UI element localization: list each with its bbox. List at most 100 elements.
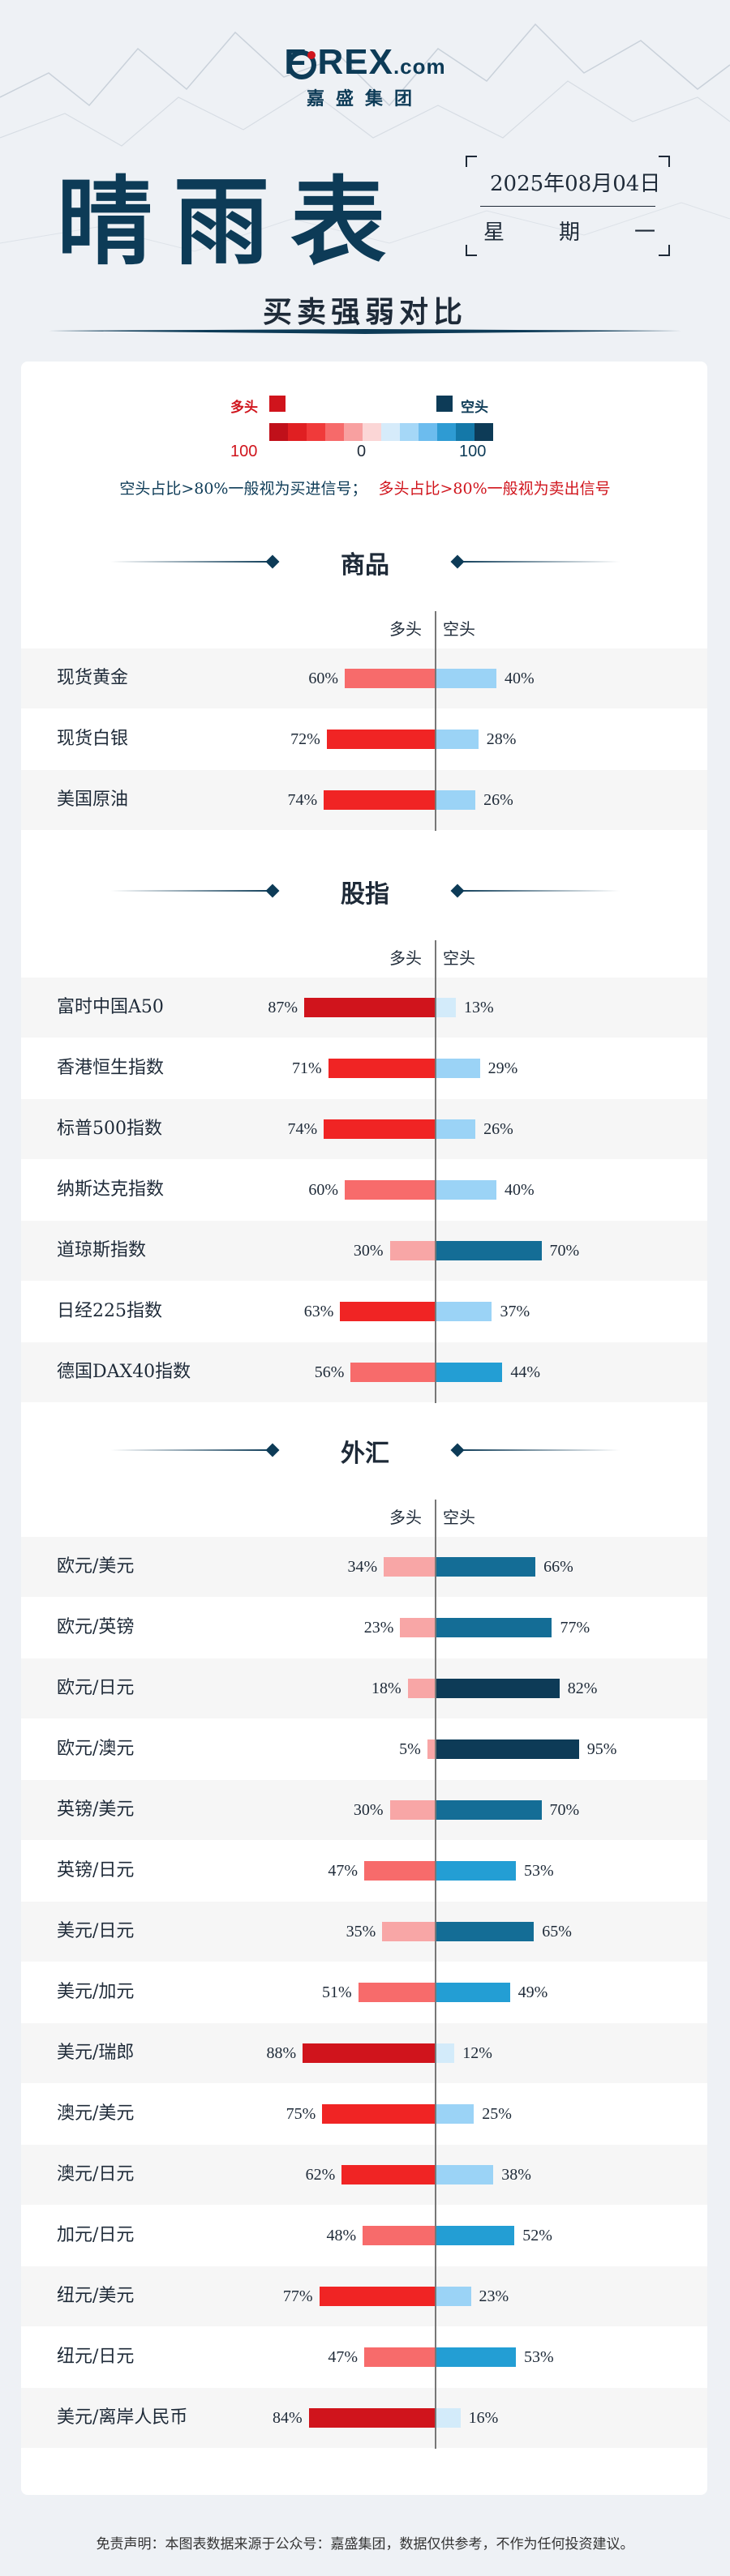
logo-wordmark: F REX.com <box>0 42 730 83</box>
short-bar <box>436 2408 461 2428</box>
instrument-name: 英镑/美元 <box>57 1799 135 1820</box>
weekday-char: 期 <box>558 220 580 245</box>
long-bar <box>340 1302 435 1321</box>
table-row: 美国原油 74% 26% <box>21 770 707 830</box>
instrument-name: 现货白银 <box>57 728 129 749</box>
long-bar <box>326 730 435 749</box>
long-bar <box>384 1557 435 1577</box>
short-percent: 77% <box>560 1618 590 1637</box>
table-row: 欧元/日元 18% 82% <box>21 1658 707 1718</box>
instrument-name: 现货黄金 <box>57 667 129 688</box>
weekday-char: 星 <box>483 220 505 245</box>
content-card <box>21 362 707 2495</box>
long-bar <box>345 669 435 688</box>
short-percent: 29% <box>487 1059 518 1077</box>
instrument-name: 英镑/日元 <box>57 1859 135 1881</box>
table-row: 英镑/日元 47% 53% <box>21 1841 707 1901</box>
long-percent: 74% <box>287 1119 318 1138</box>
scale-swatch <box>307 423 325 441</box>
table-row: 富时中国A50 87% 13% <box>21 978 707 1038</box>
short-percent: 38% <box>501 2165 531 2184</box>
table-row: 加元/日元 48% 52% <box>21 2206 707 2266</box>
short-percent: 44% <box>510 1363 541 1381</box>
long-percent: 18% <box>371 1679 402 1697</box>
column-header-short: 空头 <box>443 619 475 639</box>
center-axis <box>435 1500 436 2449</box>
long-percent: 60% <box>308 1180 338 1199</box>
table-row: 日经225指数 63% 37% <box>21 1282 707 1341</box>
instrument-name: 欧元/美元 <box>57 1555 135 1577</box>
table-row: 现货白银 72% 28% <box>21 709 707 769</box>
date-box: 2025年08月04日 星 期 一 <box>466 156 670 256</box>
table-row: 欧元/英镑 23% 77% <box>21 1598 707 1658</box>
section-divider-line <box>457 890 620 892</box>
section-divider-line <box>110 890 273 892</box>
short-percent: 52% <box>522 2226 552 2244</box>
long-percent: 62% <box>305 2165 336 2184</box>
long-percent: 75% <box>286 2104 316 2123</box>
section-divider-line <box>457 1449 620 1451</box>
table-row: 标普500指数 74% 26% <box>21 1099 707 1159</box>
subtitle-banner: 买卖强弱对比 <box>0 279 730 344</box>
logo-suffix: .com <box>393 54 446 79</box>
weekday-char: 一 <box>633 220 655 245</box>
scale-mid-number: 0 <box>357 443 367 460</box>
scale-left-number: 100 <box>230 443 258 460</box>
instrument-name: 欧元/澳元 <box>57 1738 135 1759</box>
table-row: 澳元/日元 62% 38% <box>21 2145 707 2205</box>
long-percent: 88% <box>266 2043 297 2062</box>
scale-swatch <box>381 423 400 441</box>
long-bar <box>304 998 435 1017</box>
legend-short-swatch <box>436 396 453 412</box>
short-percent: 37% <box>500 1302 530 1320</box>
short-percent: 53% <box>524 2347 554 2366</box>
instrument-name: 香港恒生指数 <box>57 1057 165 1078</box>
background-chart-lines <box>0 23 730 252</box>
scale-swatch <box>344 423 363 441</box>
section-divider-line <box>110 1449 273 1451</box>
long-bar <box>400 1618 435 1637</box>
long-percent: 47% <box>328 1861 359 1880</box>
table-row: 美元/加元 51% 49% <box>21 1962 707 2022</box>
instrument-name: 日经225指数 <box>57 1300 162 1321</box>
instrument-name: 富时中国A50 <box>57 996 164 1017</box>
long-percent: 71% <box>291 1059 322 1077</box>
instrument-name: 标普500指数 <box>57 1118 162 1139</box>
column-header-short: 空头 <box>443 1508 475 1527</box>
long-bar <box>358 1983 435 2002</box>
long-percent: 34% <box>347 1557 378 1576</box>
long-percent: 5% <box>399 1739 421 1758</box>
scale-swatch <box>269 423 288 441</box>
short-bar <box>436 790 476 810</box>
short-percent: 95% <box>586 1739 617 1758</box>
subtitle: 买卖强弱对比 <box>262 295 467 329</box>
long-percent: 30% <box>353 1800 384 1819</box>
legend-short-label: 空头 <box>461 400 488 416</box>
short-bar <box>436 1922 535 1941</box>
legend-long-swatch <box>269 396 286 412</box>
table-row: 纳斯达克指数 60% 40% <box>21 1160 707 1220</box>
long-bar <box>364 2347 435 2367</box>
long-percent: 60% <box>308 669 338 687</box>
section-header: 外汇 <box>0 1433 730 1468</box>
scale-swatch <box>419 423 437 441</box>
long-percent: 35% <box>346 1922 376 1941</box>
long-bar <box>322 2104 435 2124</box>
short-bar <box>436 1679 560 1698</box>
short-bar <box>436 1983 510 2002</box>
instrument-name: 加元/日元 <box>57 2224 135 2245</box>
instrument-name: 纽元/日元 <box>57 2346 135 2367</box>
section-title: 商品 <box>341 551 389 580</box>
long-bar <box>350 1363 435 1382</box>
instrument-name: 美元/加元 <box>57 1981 135 2002</box>
scale-swatch <box>474 423 493 441</box>
short-bar <box>436 1363 503 1382</box>
instrument-name: 德国DAX40指数 <box>57 1361 191 1382</box>
scale-swatch <box>288 423 307 441</box>
instrument-name: 欧元/日元 <box>57 1677 135 1698</box>
instrument-name: 纳斯达克指数 <box>57 1179 165 1200</box>
short-percent: 40% <box>505 1180 535 1199</box>
long-bar <box>345 1180 435 1200</box>
date-text: 2025年08月04日 <box>490 172 661 196</box>
instrument-name: 道琼斯指数 <box>57 1239 147 1260</box>
